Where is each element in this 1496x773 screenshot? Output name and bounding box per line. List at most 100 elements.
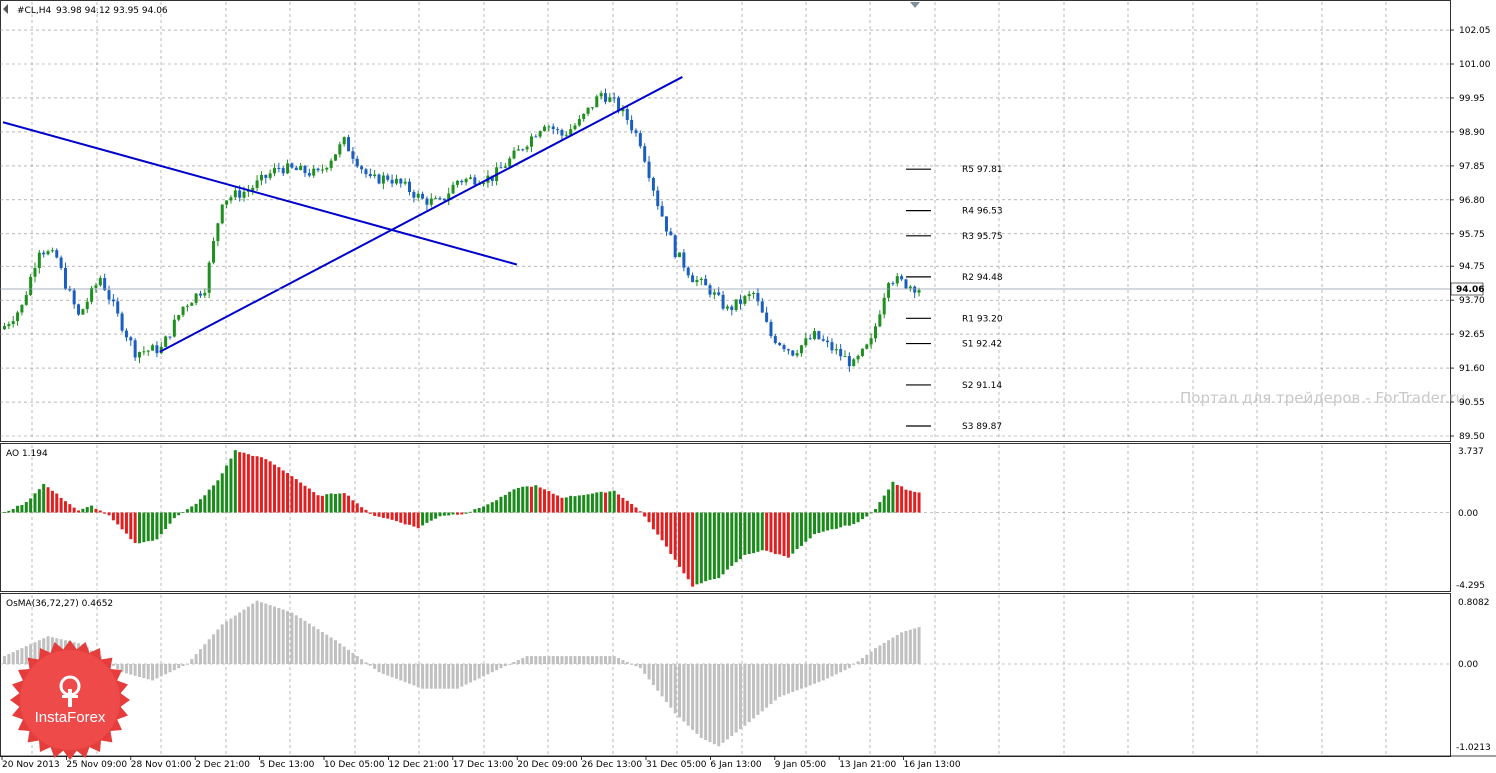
trendline[interactable] <box>159 76 683 353</box>
ao-bar <box>856 512 860 523</box>
ao-bar <box>625 500 629 513</box>
ao-bar <box>586 494 590 513</box>
ao-bar <box>90 505 94 513</box>
osma-histogram <box>3 600 921 747</box>
ao-bar <box>534 485 538 513</box>
ao-bar <box>116 512 120 525</box>
ao-bar <box>482 506 486 513</box>
candle <box>551 123 555 135</box>
osma-bar <box>551 656 555 664</box>
ao-bar <box>425 512 429 523</box>
osma-tick-top: 0.8082 <box>1458 598 1490 608</box>
ao-bar <box>111 512 115 521</box>
time-tick-label: 10 Dec 05:00 <box>324 760 385 770</box>
osma-bar <box>455 664 459 689</box>
candle <box>699 277 703 286</box>
ao-bar <box>595 492 599 513</box>
osma-bar <box>495 664 499 671</box>
candle <box>20 304 24 316</box>
candle <box>185 304 189 312</box>
osma-tick-zero: 0.00 <box>1458 660 1478 670</box>
candle <box>508 156 512 169</box>
ao-bar <box>146 512 150 542</box>
ao-bar <box>869 512 873 514</box>
ao-bar <box>547 491 551 513</box>
candle <box>852 357 856 367</box>
osma-bar <box>473 664 477 681</box>
candle <box>181 306 185 318</box>
trendline[interactable] <box>2 121 518 266</box>
osma-bar <box>752 664 756 719</box>
ao-bar <box>390 512 394 520</box>
candle <box>312 165 316 178</box>
osma-bar <box>120 664 124 673</box>
ao-bar <box>808 512 812 539</box>
candle <box>708 283 712 298</box>
osma-bar <box>882 642 886 664</box>
ao-bar <box>913 491 917 513</box>
ao-bar <box>394 512 398 522</box>
ao-bar <box>756 512 760 552</box>
candle <box>799 344 803 357</box>
ao-bar <box>429 512 433 521</box>
trendlines[interactable] <box>2 76 683 353</box>
osma-bar <box>799 664 803 689</box>
time-tick-label: 20 Nov 2013 <box>2 760 60 770</box>
osma-bar <box>333 640 337 664</box>
candle <box>3 322 6 330</box>
ao-bar <box>94 508 98 513</box>
osma-bar <box>651 664 655 686</box>
ao-bar <box>277 467 281 513</box>
ao-bar <box>791 512 795 554</box>
ao-bar <box>556 495 560 513</box>
osma-bar <box>194 654 198 664</box>
ao-bar <box>612 490 616 513</box>
osma-bar <box>146 664 150 680</box>
ao-bar <box>673 512 677 560</box>
candle <box>94 282 98 293</box>
ao-bar <box>220 473 224 513</box>
candle <box>408 178 412 196</box>
candle <box>839 343 843 361</box>
ao-bar <box>7 510 11 513</box>
ao-bar <box>490 502 494 513</box>
osma-bar <box>891 637 895 664</box>
osma-bar <box>878 645 882 664</box>
ao-bar <box>699 512 703 584</box>
osma-bar <box>795 664 799 691</box>
ao-bar <box>434 512 438 519</box>
candle <box>273 163 277 177</box>
ao-bar <box>299 482 303 513</box>
candle <box>865 343 869 350</box>
osma-bar <box>621 660 625 664</box>
osma-bar <box>390 664 394 678</box>
shift-marker-icon[interactable] <box>910 2 920 8</box>
pivot-label: R2 94.48 <box>962 273 1003 283</box>
osma-bar <box>325 634 329 664</box>
osma-bar <box>7 654 11 664</box>
ao-bar <box>11 508 15 513</box>
osma-bar <box>416 664 420 688</box>
osma-bar <box>220 624 224 664</box>
ao-bar <box>638 511 642 513</box>
ao-bar <box>721 512 725 575</box>
ao-bar <box>451 512 455 515</box>
osma-bar <box>499 664 503 669</box>
ao-bar <box>98 510 102 513</box>
candle <box>325 166 329 173</box>
candle <box>55 248 59 259</box>
candle <box>634 128 638 137</box>
candle <box>603 88 607 105</box>
ao-bar <box>529 486 533 513</box>
time-tick-label: 28 Nov 01:00 <box>131 760 192 770</box>
ao-bar <box>786 512 790 558</box>
ao-bar <box>338 493 342 513</box>
candle <box>460 179 464 186</box>
ao-bar <box>360 507 364 513</box>
candle <box>590 107 594 111</box>
pivot-label: S3 89.87 <box>962 422 1002 432</box>
osma-bar <box>843 664 847 671</box>
osma-bar <box>351 652 355 664</box>
price-tick-label: 97.85 <box>1459 162 1485 172</box>
